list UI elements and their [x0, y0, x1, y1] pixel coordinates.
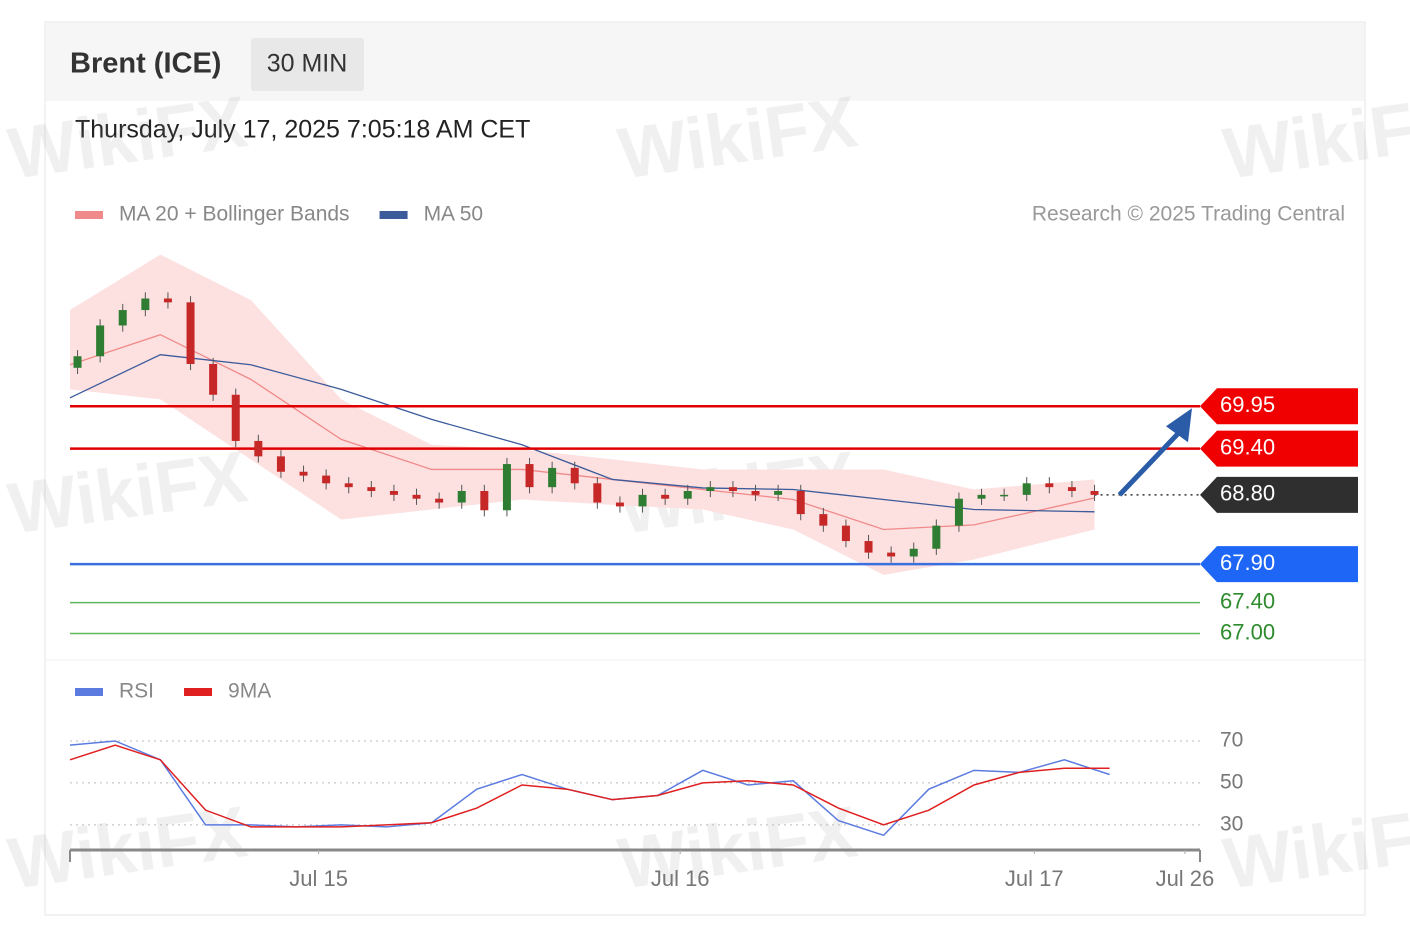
level-tag: [1200, 476, 1358, 513]
candle-body: [502, 464, 511, 511]
level-label: 69.40: [1220, 434, 1275, 459]
candle-body: [864, 541, 873, 553]
level-tag: [1200, 546, 1358, 583]
candle-body: [887, 552, 896, 557]
title: Brent (ICE): [70, 48, 221, 80]
candle-body: [209, 363, 218, 395]
legend-swatch: [379, 211, 408, 219]
candle-body: [1000, 494, 1009, 497]
candle-body: [276, 456, 285, 472]
candle-body: [570, 467, 579, 484]
candle-body: [186, 302, 195, 364]
candle-body: [435, 498, 444, 503]
legend-swatch: [184, 688, 213, 696]
candle-body: [819, 514, 828, 526]
candle-body: [909, 548, 918, 557]
target-arrow: [1117, 424, 1187, 497]
candle-body: [299, 471, 308, 476]
candle-body: [254, 440, 263, 457]
level-label: 67.00: [1220, 619, 1275, 644]
candle-body: [412, 494, 421, 499]
level-tag: [1200, 388, 1358, 425]
candle-body: [1045, 483, 1054, 488]
candle-body: [661, 494, 670, 499]
candle-body: [231, 394, 240, 441]
x-tick-label: Jul 15: [289, 866, 348, 891]
ma-line: [69, 354, 1095, 513]
x-tick-label: Jul 26: [1156, 866, 1215, 891]
level-label: 67.40: [1220, 588, 1275, 613]
date: Thursday, July 17, 2025 7:05:18 AM CET: [75, 116, 530, 144]
interval: 30 MIN: [267, 50, 348, 78]
header-bar: [46, 23, 1364, 101]
candle-body: [457, 491, 466, 503]
candle-body: [1022, 483, 1031, 495]
level-label: 68.80: [1220, 481, 1275, 506]
legend-label: MA 20 + Bollinger Bands: [119, 203, 350, 226]
candle-body: [1090, 491, 1099, 495]
candle-body: [683, 491, 692, 499]
legend-swatch: [75, 211, 103, 219]
candle-body: [796, 491, 805, 515]
candle-body: [593, 483, 602, 503]
candle-body: [615, 502, 624, 507]
candle-body: [638, 494, 647, 507]
candle-body: [548, 467, 557, 488]
candle-body: [480, 491, 489, 511]
rsi-tick-label: 30: [1220, 812, 1243, 835]
candle-body: [141, 298, 150, 311]
candle-body: [728, 487, 737, 492]
candle-body: [751, 491, 760, 495]
level-tag: [1200, 430, 1358, 467]
candle-body: [96, 325, 105, 357]
x-tick-label: Jul 16: [651, 866, 710, 891]
interval-badge: [251, 38, 364, 91]
legend-label: RSI: [119, 680, 154, 703]
candle-body: [1067, 487, 1076, 492]
candle-body: [977, 494, 986, 499]
candle-body: [163, 298, 172, 303]
ma-line: [69, 333, 1095, 531]
rsi-tick-label: 50: [1220, 770, 1243, 793]
candle-body: [932, 525, 941, 549]
candle-body: [322, 475, 331, 484]
candle-body: [367, 487, 376, 492]
candle-body: [774, 491, 783, 495]
candle-body: [706, 487, 715, 492]
legend-label: 9MA: [228, 680, 271, 703]
candle-body: [389, 491, 398, 495]
candle-body: [118, 310, 127, 326]
candle-body: [841, 525, 850, 542]
candle-body: [954, 498, 963, 526]
candle-body: [344, 483, 353, 488]
credit: Research © 2025 Trading Central: [1032, 203, 1345, 226]
legend-swatch: [75, 688, 103, 696]
level-label: 69.95: [1220, 392, 1275, 417]
rsi-line: [69, 744, 1110, 828]
x-tick-label: Jul 17: [1005, 866, 1064, 891]
legend-label: MA 50: [424, 203, 484, 226]
candle-body: [525, 464, 534, 488]
target-arrow-head: [1166, 408, 1192, 443]
candle-body: [73, 356, 82, 368]
rsi-tick-label: 70: [1220, 729, 1243, 752]
level-label: 67.90: [1220, 550, 1275, 575]
